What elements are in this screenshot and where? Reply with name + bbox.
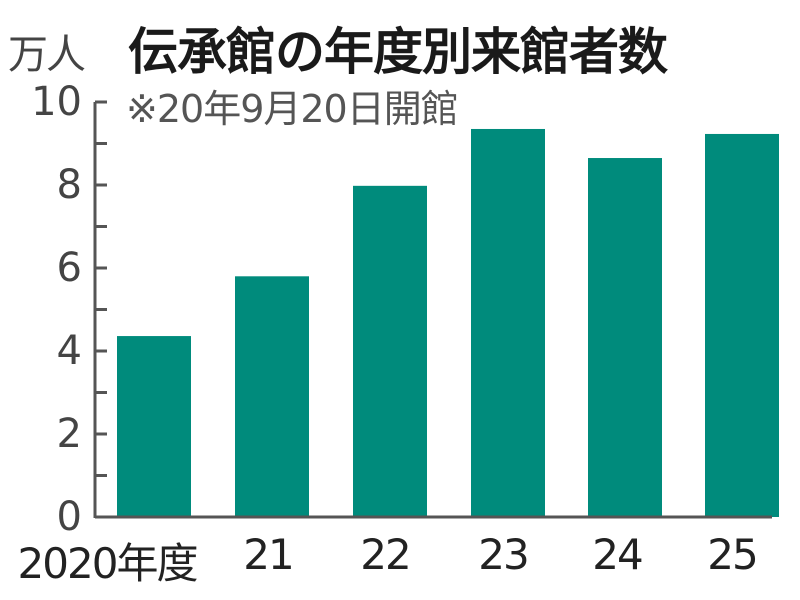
bar-25 xyxy=(705,133,779,517)
chart-note: ※20年9月20日開館 xyxy=(126,87,459,131)
chart-title: 伝承館の年度別来館者数 xyxy=(128,23,668,81)
x-label-23: 23 xyxy=(478,530,529,579)
bar-24 xyxy=(588,158,662,517)
y-tick-label-0: 0 xyxy=(56,494,82,540)
y-tick-label-2: 2 xyxy=(56,411,82,457)
bar-2020年度 xyxy=(117,336,191,517)
x-label-25: 25 xyxy=(707,530,758,579)
bar-21 xyxy=(235,276,309,517)
x-label-2020: 2020年度 xyxy=(17,539,199,588)
y-tick-label-4: 4 xyxy=(56,328,82,374)
y-tick-label-6: 6 xyxy=(56,245,82,291)
axes xyxy=(93,100,772,519)
x-label-24: 24 xyxy=(592,530,643,579)
y-tick-label-10: 10 xyxy=(31,79,82,125)
y-axis-ticks xyxy=(95,100,107,519)
y-axis-unit-label: 万人 xyxy=(8,32,86,78)
bar-22 xyxy=(353,185,427,517)
x-label-21: 21 xyxy=(243,530,294,579)
bar-series xyxy=(117,128,779,517)
x-label-22: 22 xyxy=(360,530,411,579)
bar-23 xyxy=(471,128,545,517)
y-tick-label-8: 8 xyxy=(56,162,82,208)
